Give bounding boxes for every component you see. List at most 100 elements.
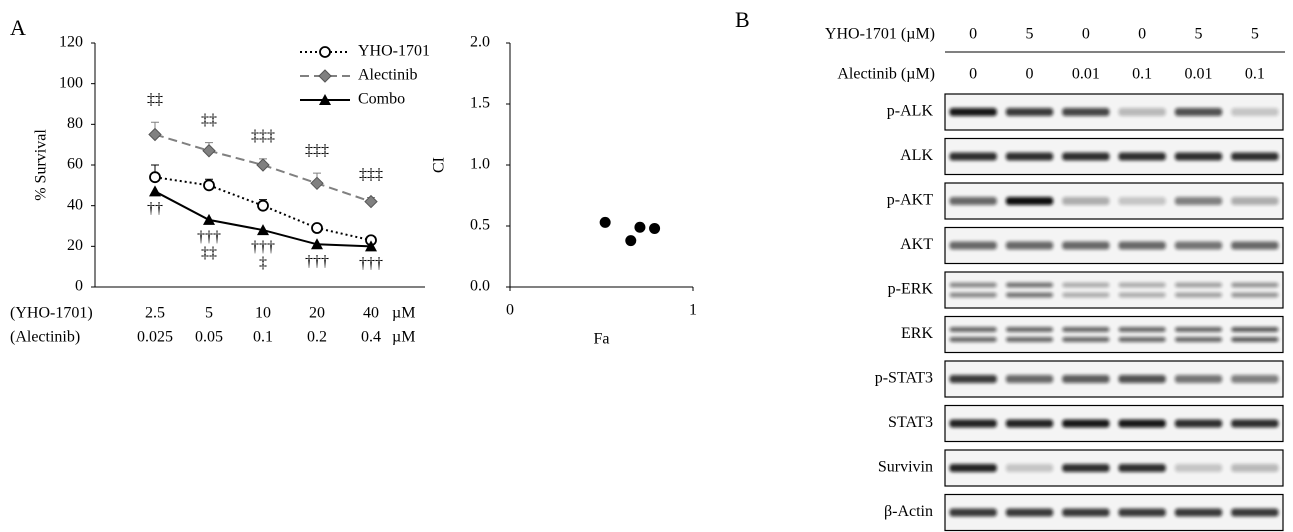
blot-row-label: β-Actin [884, 503, 933, 520]
treatment-label: YHO-1701 (µM) [825, 26, 935, 43]
band [1006, 197, 1053, 205]
y-tick-label: 1.5 [470, 95, 490, 112]
marker [204, 180, 214, 190]
band [1062, 420, 1109, 428]
band [950, 197, 997, 205]
significance: ††† [305, 253, 329, 270]
x-tick-label: 10 [255, 305, 271, 322]
band [1006, 327, 1053, 332]
band [1175, 464, 1222, 472]
band [1119, 108, 1166, 116]
marker [320, 47, 330, 57]
y-axis-label: CI [431, 157, 448, 173]
x-tick-label: 1 [689, 302, 697, 319]
treatment-value: 0.01 [1185, 66, 1213, 83]
x-tick-label: 0.025 [137, 329, 173, 346]
band [1062, 242, 1109, 250]
blot-row-label: ALK [900, 147, 933, 164]
band [1175, 337, 1222, 342]
blot-row-label: STAT3 [888, 414, 933, 431]
significance: †† [147, 200, 163, 217]
y-tick-label: 40 [67, 196, 83, 213]
treatment-label: Alectinib (µM) [837, 66, 935, 83]
band [1119, 464, 1166, 472]
band [1062, 327, 1109, 332]
band [1062, 509, 1109, 517]
treatment-value: 0 [969, 26, 977, 43]
category-title: (Alectinib) [10, 329, 80, 346]
band [1062, 464, 1109, 472]
band [1062, 283, 1109, 288]
blot-row-label: p-STAT3 [875, 370, 933, 387]
band [1231, 197, 1278, 205]
legend-marker [320, 47, 330, 57]
point [625, 235, 636, 246]
band [1006, 242, 1053, 250]
band [1062, 108, 1109, 116]
band [950, 509, 997, 517]
band [1119, 327, 1166, 332]
band [1231, 464, 1278, 472]
band [1231, 420, 1278, 428]
band [1231, 242, 1278, 250]
band [1006, 420, 1053, 428]
point [634, 222, 645, 233]
blot-row-label: ERK [901, 325, 933, 342]
x-tick-label: 20 [309, 305, 325, 322]
treatment-value: 0.1 [1245, 66, 1265, 83]
marker [203, 214, 215, 225]
point [649, 223, 660, 234]
treatment-value: 0 [1082, 26, 1090, 43]
band [1062, 293, 1109, 298]
legend-label: Alectinib [358, 67, 418, 84]
band [1119, 283, 1166, 288]
band [950, 375, 997, 383]
band [1119, 509, 1166, 517]
y-tick-label: 0 [75, 278, 83, 295]
band [1006, 464, 1053, 472]
blot-frame [945, 317, 1283, 353]
band [1231, 153, 1278, 161]
significance: ‡‡‡ [359, 166, 383, 183]
treatment-value: 5 [1195, 26, 1203, 43]
figure: A B 020406080100120% Survival(YHO-1701)(… [0, 0, 1293, 532]
treatment-value: 5 [1251, 26, 1259, 43]
x-tick-label: 0.05 [195, 329, 223, 346]
significance: ††† [251, 239, 275, 256]
band [950, 283, 997, 288]
band [950, 327, 997, 332]
significance: ‡‡ [201, 245, 217, 262]
marker [257, 159, 269, 171]
band [950, 108, 997, 116]
band [1119, 197, 1166, 205]
band [1006, 509, 1053, 517]
marker [319, 70, 331, 82]
y-tick-label: 0.0 [470, 278, 490, 295]
marker [365, 196, 377, 208]
blot-frame [945, 272, 1283, 308]
treatment-value: 0.1 [1132, 66, 1152, 83]
band [1119, 375, 1166, 383]
band [1175, 283, 1222, 288]
band [1119, 242, 1166, 250]
significance: ††† [197, 229, 221, 246]
x-tick-label: 0 [506, 302, 514, 319]
band [1175, 375, 1222, 383]
band [1062, 375, 1109, 383]
band [1231, 293, 1278, 298]
y-tick-label: 20 [67, 237, 83, 254]
band [1175, 293, 1222, 298]
band [1119, 153, 1166, 161]
band [1119, 420, 1166, 428]
band [1006, 108, 1053, 116]
legend-marker [319, 70, 331, 82]
unit-label: µM [392, 329, 415, 346]
y-tick-label: 60 [67, 156, 83, 173]
significance: ‡‡ [201, 111, 217, 128]
significance: ‡ [259, 255, 267, 272]
treatment-value: 5 [1026, 26, 1034, 43]
band [950, 242, 997, 250]
blot-row-label: p-ALK [887, 103, 934, 120]
band [1175, 327, 1222, 332]
treatment-value: 0 [1026, 66, 1034, 83]
